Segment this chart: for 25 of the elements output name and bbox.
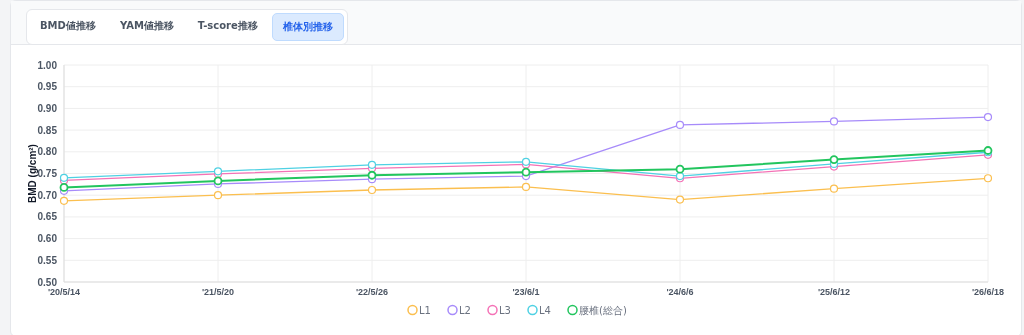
x-tick-label: '25/6/12 <box>817 287 851 297</box>
y-tick-label: 0.50 <box>37 276 58 288</box>
y-tick-label: 0.95 <box>37 81 58 93</box>
legend-label: L2 <box>459 304 471 316</box>
y-tick-label: 0.65 <box>37 211 58 223</box>
x-tick-label: '20/5/14 <box>47 287 81 297</box>
y-tick-label: 0.55 <box>37 254 58 266</box>
x-tick-label: '23/6/1 <box>512 287 540 297</box>
y-axis-title: BMD (g/cm²) <box>27 144 38 203</box>
y-tick-label: 0.60 <box>37 233 58 245</box>
y-tick-label: 0.80 <box>37 146 58 158</box>
x-tick-label: '24/6/6 <box>666 287 694 297</box>
y-tick-label: 0.75 <box>37 168 58 179</box>
legend-label: L1 <box>419 304 431 316</box>
legend-label: L3 <box>499 304 511 316</box>
legend-label: 腰椎(総合) <box>579 304 627 316</box>
x-tick-label: '22/5/26 <box>355 287 389 297</box>
x-tick-label: '21/5/20 <box>201 287 235 297</box>
y-tick-label: 0.85 <box>37 124 58 136</box>
x-tick-label: '26/6/18 <box>971 287 1005 297</box>
y-tick-label: 0.90 <box>37 102 58 114</box>
legend-label: L4 <box>539 304 551 316</box>
y-tick-label: 0.70 <box>37 189 58 201</box>
tabs: BMD値推移 YAM値推移 T-score推移 椎体別推移 <box>26 9 348 45</box>
y-tick-label: 1.00 <box>37 59 58 71</box>
